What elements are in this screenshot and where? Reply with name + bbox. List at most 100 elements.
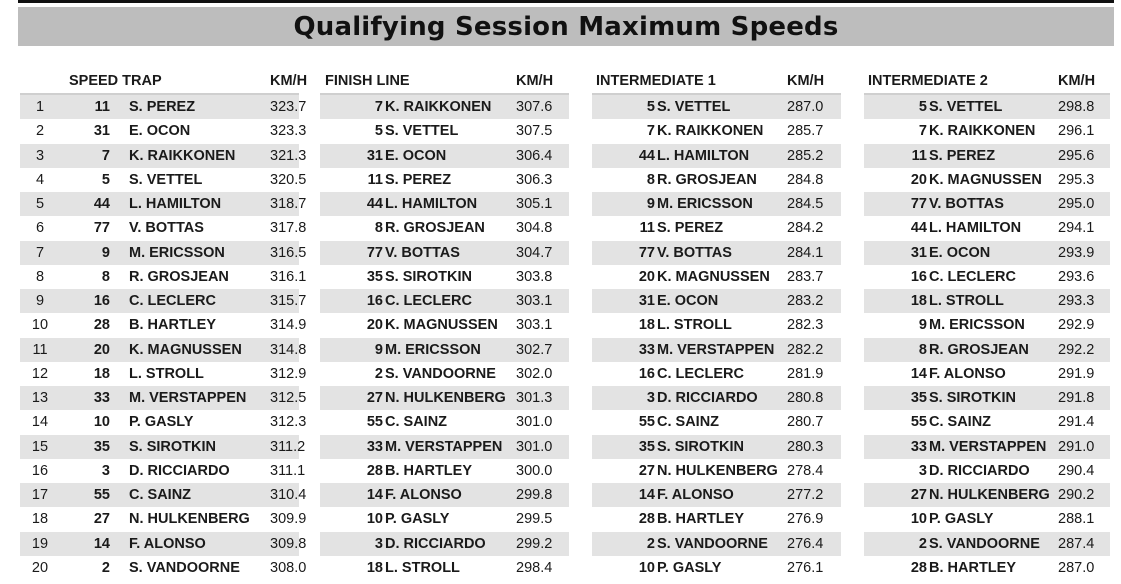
- driver-cell: M. VERSTAPPEN: [385, 438, 503, 455]
- driver-cell: S. SIROTKIN: [129, 438, 217, 455]
- driver-cell: E. OCON: [129, 123, 191, 140]
- position-cell: 9: [35, 293, 45, 309]
- speed-cell: 282.3: [787, 317, 824, 334]
- driver-cell: K. MAGNUSSEN: [385, 317, 498, 334]
- panel-header: INTERMEDIATE 2 KM/H: [864, 69, 1110, 93]
- position-cell: 20: [31, 559, 49, 576]
- table-row: 27 N. HULKENBERG 301.3: [320, 386, 569, 411]
- driver-cell: R. GROSJEAN: [385, 220, 485, 237]
- car-number-cell: 5: [646, 99, 655, 115]
- car-number-cell: 8: [101, 268, 110, 285]
- speed-cell: 306.4: [516, 147, 553, 164]
- car-number-cell: 3: [101, 462, 110, 479]
- table-row: 3 7 K. RAIKKONEN 321.3: [20, 143, 306, 168]
- table-row: 10 P. GASLY 299.5: [320, 507, 569, 531]
- driver-cell: B. HARTLEY: [385, 462, 472, 479]
- position-cell: 4: [35, 171, 45, 188]
- driver-cell: L. STROLL: [657, 317, 732, 334]
- table-row: 19 14 F. ALONSO 309.8: [20, 531, 306, 556]
- driver-cell: S. PEREZ: [129, 99, 196, 115]
- speed-cell: 283.2: [787, 293, 824, 309]
- driver-cell: F. ALONSO: [657, 487, 734, 503]
- page-title: Qualifying Session Maximum Speeds: [293, 11, 839, 42]
- driver-cell: P. GASLY: [657, 559, 722, 576]
- driver-cell: R. GROSJEAN: [129, 268, 229, 285]
- speed-cell: 293.3: [1058, 293, 1095, 309]
- speed-cell: 285.7: [787, 123, 824, 140]
- driver-cell: L. STROLL: [129, 365, 204, 382]
- driver-cell: L. HAMILTON: [129, 196, 222, 212]
- table-row: 31 E. OCON 293.9: [864, 240, 1110, 265]
- car-number-cell: 31: [910, 244, 927, 261]
- speed-cell: 283.7: [787, 268, 824, 285]
- table-row: 9 M. ERICSSON 284.5: [592, 192, 841, 217]
- driver-cell: C. SAINZ: [129, 487, 192, 503]
- car-number-cell: 44: [93, 196, 110, 212]
- car-number-cell: 14: [638, 487, 655, 503]
- position-cell: 7: [35, 244, 45, 261]
- car-number-cell: 35: [910, 390, 927, 406]
- table-row: 17 55 C. SAINZ 310.4: [20, 483, 306, 508]
- driver-cell: N. HULKENBERG: [929, 487, 1050, 503]
- driver-cell: D. RICCIARDO: [129, 462, 230, 479]
- driver-cell: E. OCON: [385, 147, 447, 164]
- car-number-cell: 11: [911, 147, 927, 164]
- driver-cell: B. HARTLEY: [657, 511, 744, 528]
- table-row: 9 16 C. LECLERC 315.7: [20, 289, 306, 314]
- driver-cell: P. GASLY: [385, 511, 450, 528]
- car-number-cell: 35: [93, 438, 110, 455]
- column-header-unit: KM/H: [787, 73, 825, 89]
- car-number-cell: 77: [93, 220, 110, 237]
- speed-cell: 284.2: [787, 220, 824, 237]
- car-number-cell: 33: [638, 341, 655, 358]
- driver-cell: M. ERICSSON: [385, 341, 481, 358]
- car-number-cell: 35: [638, 438, 655, 455]
- car-number-cell: 3: [918, 462, 927, 479]
- speed-cell: 309.9: [270, 511, 307, 528]
- table-row: 20 K. MAGNUSSEN 303.1: [320, 313, 569, 337]
- speed-cell: 288.1: [1058, 511, 1095, 528]
- car-number-cell: 33: [910, 438, 927, 455]
- car-number-cell: 7: [101, 147, 110, 164]
- table-row: 1 11 S. PEREZ 323.7: [20, 95, 306, 120]
- driver-cell: C. SAINZ: [657, 414, 720, 431]
- table-row: 16 C. LECLERC 303.1: [320, 289, 569, 314]
- car-number-cell: 44: [366, 196, 383, 212]
- speed-cell: 296.1: [1058, 123, 1095, 140]
- table-row: 18 27 N. HULKENBERG 309.9: [20, 507, 306, 531]
- driver-cell: D. RICCIARDO: [929, 462, 1030, 479]
- car-number-cell: 20: [910, 171, 927, 188]
- driver-cell: C. LECLERC: [929, 268, 1016, 285]
- car-number-cell: 2: [646, 535, 655, 552]
- car-number-cell: 55: [366, 414, 383, 431]
- speed-cell: 312.9: [270, 365, 307, 382]
- speed-cell: 291.0: [1058, 438, 1095, 455]
- table-row: 7 9 M. ERICSSON 316.5: [20, 240, 306, 265]
- speed-cell: 299.2: [516, 535, 553, 552]
- driver-cell: D. RICCIARDO: [657, 390, 758, 406]
- table-row: 44 L. HAMILTON 285.2: [592, 143, 841, 168]
- table-row: 31 E. OCON 306.4: [320, 143, 569, 168]
- car-number-cell: 11: [367, 171, 383, 188]
- speed-cell: 312.5: [270, 390, 307, 406]
- table-row: 11 S. PEREZ 284.2: [592, 216, 841, 240]
- speed-cell: 294.1: [1058, 220, 1095, 237]
- driver-cell: K. MAGNUSSEN: [129, 341, 242, 358]
- speed-cell: 315.7: [270, 293, 307, 309]
- speed-cell: 312.3: [270, 414, 307, 431]
- car-number-cell: 31: [638, 293, 655, 309]
- car-number-cell: 27: [93, 511, 110, 528]
- speed-cell: 290.4: [1058, 462, 1095, 479]
- car-number-cell: 11: [639, 220, 655, 237]
- car-number-cell: 2: [101, 559, 110, 576]
- speed-cell: 316.1: [270, 268, 307, 285]
- speed-cell: 302.7: [516, 341, 553, 358]
- car-number-cell: 7: [918, 123, 927, 140]
- driver-cell: R. GROSJEAN: [929, 341, 1029, 358]
- table-row: 10 P. GASLY 276.1: [592, 556, 841, 580]
- table-row: 44 L. HAMILTON 294.1: [864, 216, 1110, 240]
- speed-cell: 310.4: [270, 487, 307, 503]
- speed-cell: 285.2: [787, 147, 824, 164]
- driver-cell: S. VETTEL: [929, 99, 1003, 115]
- ranking-list: 5 S. VETTEL 298.8 7 K. RAIKKONEN 296.1 11 S. PE…: [864, 93, 1110, 580]
